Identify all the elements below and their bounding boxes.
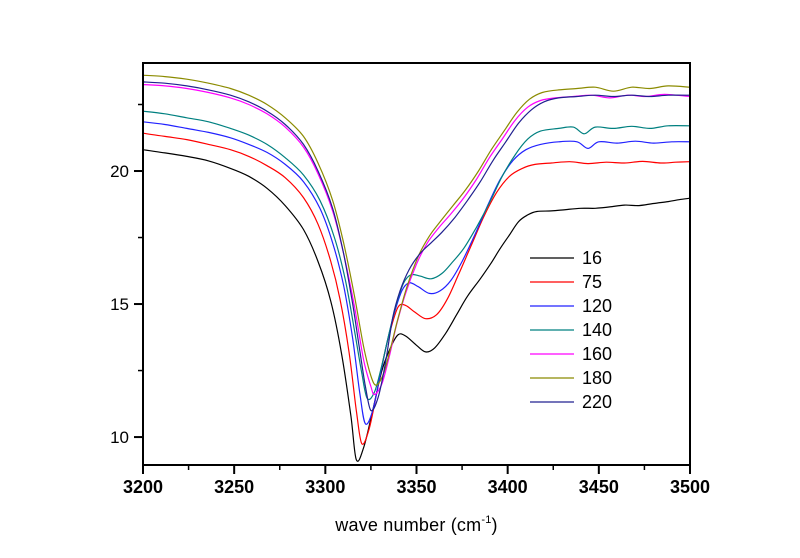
legend: 16 75 120 140 160 180 220 <box>530 248 612 412</box>
legend-item-120: 120 <box>530 296 612 316</box>
plot-border <box>142 62 691 466</box>
legend-item-16: 16 <box>530 248 602 268</box>
legend-label: 140 <box>582 320 612 340</box>
legend-label: 75 <box>582 272 602 292</box>
legend-label: 120 <box>582 296 612 316</box>
legend-label: 220 <box>582 392 612 412</box>
x-axis-title-superscript: -1 <box>481 514 492 526</box>
series-curves <box>143 74 690 462</box>
x-axis-title-close: ) <box>491 515 498 535</box>
x-tick-label: 3250 <box>214 477 254 497</box>
legend-item-160: 160 <box>530 344 612 364</box>
legend-item-140: 140 <box>530 320 612 340</box>
axis-tick-labels: 3200 3250 3300 3350 3400 3450 3500 10 15 20 <box>110 162 710 497</box>
legend-label: 160 <box>582 344 612 364</box>
y-tick-label: 10 <box>110 428 129 447</box>
x-tick-label: 3200 <box>123 477 163 497</box>
x-tick-label: 3300 <box>305 477 345 497</box>
legend-item-75: 75 <box>530 272 602 292</box>
legend-label: 180 <box>582 368 612 388</box>
series-curve-220 <box>143 81 690 412</box>
y-tick-label: 20 <box>110 162 129 181</box>
series-curve-16 <box>143 149 690 462</box>
x-axis-title: wave number (cm-1) <box>143 514 690 536</box>
series-curve-75 <box>143 132 690 445</box>
legend-item-220: 220 <box>530 392 612 412</box>
y-tick-label: 15 <box>110 295 129 314</box>
legend-label: 16 <box>582 248 602 268</box>
legend-item-180: 180 <box>530 368 612 388</box>
x-tick-label: 3350 <box>396 477 436 497</box>
series-curve-180 <box>143 74 690 386</box>
axes-frame <box>142 62 691 466</box>
x-tick-label: 3500 <box>670 477 710 497</box>
x-tick-label: 3400 <box>488 477 528 497</box>
x-tick-label: 3450 <box>579 477 619 497</box>
x-axis-title-text: wave number (cm <box>335 515 482 535</box>
axis-ticks <box>134 103 691 474</box>
